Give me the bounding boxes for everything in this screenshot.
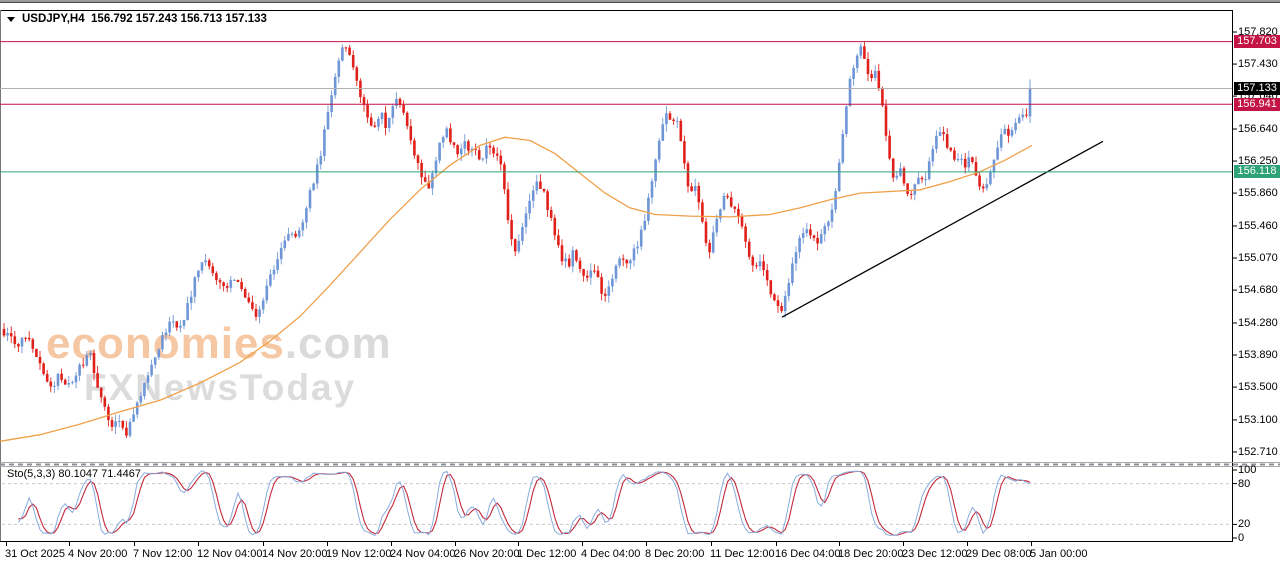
price-axis-label: 154.280 <box>1238 317 1278 329</box>
support-price-tag: 156.118 <box>1234 165 1280 178</box>
watermark-line1: economies.com <box>46 322 392 366</box>
chart-header: USDJPY,H4 156.792 157.243 156.713 157.13… <box>7 12 267 26</box>
time-axis-label: 24 Nov 04:00 <box>390 548 456 560</box>
time-axis-label: 19 Nov 12:00 <box>326 548 392 560</box>
time-axis-label: 1 Dec 12:00 <box>517 548 577 560</box>
indicator-label: Sto(5,3,3) 80.1047 71.4467 <box>7 468 141 480</box>
price-axis-label: 156.640 <box>1238 123 1278 135</box>
indicator-scale-label: 80 <box>1238 478 1251 490</box>
symbol-ohlc-text: USDJPY,H4 156.792 157.243 156.713 157.13… <box>22 13 267 25</box>
price-axis-label: 153.890 <box>1238 349 1278 361</box>
price-axis-label: 154.680 <box>1238 284 1278 296</box>
price-axis-label: 155.070 <box>1238 252 1278 264</box>
watermark-domain: .com <box>284 319 392 368</box>
indicator-scale-label: 20 <box>1238 518 1251 530</box>
time-axis-label: 4 Nov 20:00 <box>68 548 128 560</box>
time-axis-label: 18 Dec 20:00 <box>838 548 904 560</box>
watermark: economies.com FXNewsToday <box>46 322 392 408</box>
time-axis-label: 14 Nov 20:00 <box>262 548 328 560</box>
watermark-tagline: FXNewsToday <box>84 367 357 408</box>
time-axis-label: 23 Dec 12:00 <box>902 548 968 560</box>
price-axis-label: 155.460 <box>1238 220 1278 232</box>
time-axis-label: 5 Jan 00:00 <box>1030 548 1088 560</box>
price-axis-label: 153.500 <box>1238 381 1278 393</box>
symbol-dropdown-icon[interactable] <box>7 17 15 22</box>
price-axis-label: 153.100 <box>1238 414 1278 426</box>
price-axis-label: 155.860 <box>1238 187 1278 199</box>
time-axis-label: 12 Nov 04:00 <box>197 548 263 560</box>
time-axis-label: 16 Dec 04:00 <box>775 548 841 560</box>
time-axis-label: 26 Nov 20:00 <box>454 548 520 560</box>
resistance-price-tag: 156.941 <box>1234 98 1280 111</box>
price-axis-label: 156.250 <box>1238 155 1278 167</box>
time-axis-label: 29 Dec 08:00 <box>966 548 1032 560</box>
time-axis-label: 31 Oct 2025 <box>5 548 65 560</box>
time-axis-label: 11 Dec 12:00 <box>710 548 775 560</box>
indicator-scale-label: 0 <box>1238 532 1245 544</box>
resistance-price-tag: 157.703 <box>1234 35 1280 48</box>
time-axis-label: 8 Dec 20:00 <box>645 548 705 560</box>
indicator-scale-label: 100 <box>1238 464 1257 476</box>
price-axis-label: 157.430 <box>1238 58 1278 70</box>
current-price-tag: 157.133 <box>1234 82 1280 95</box>
time-axis-label: 7 Nov 12:00 <box>133 548 193 560</box>
time-axis-label: 4 Dec 04:00 <box>581 548 641 560</box>
price-axis-label: 152.710 <box>1238 446 1278 458</box>
